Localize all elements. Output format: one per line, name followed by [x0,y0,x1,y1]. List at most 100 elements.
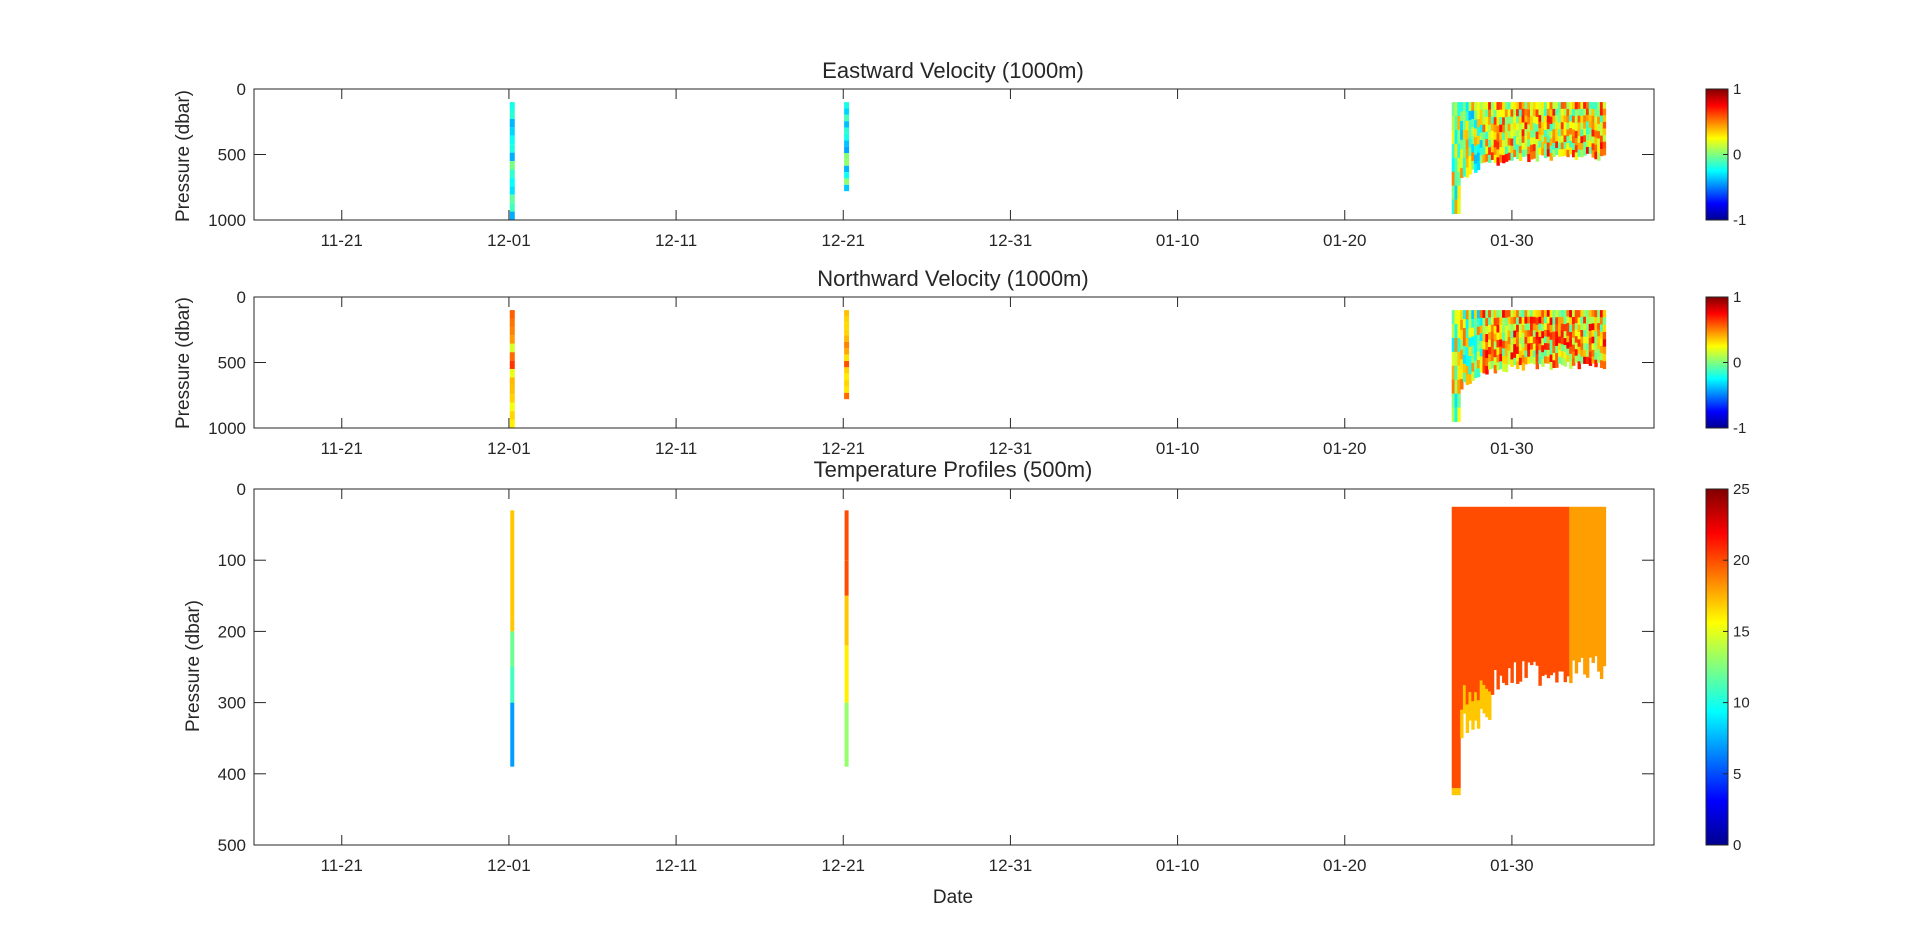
profile-cell [1465,347,1470,358]
profile-cell [1532,316,1537,325]
profile-cell [1535,354,1540,362]
profile-cell [1502,132,1506,141]
profile-cell [1457,185,1461,201]
profile-cell [1583,141,1587,150]
profile-cell [1574,145,1579,153]
profile-cell [1566,342,1570,350]
profile-cell [1597,316,1601,324]
profile-cell [1468,337,1472,348]
profile-cell [1580,115,1584,124]
profile-cell [1560,337,1565,345]
profile-cell [1527,316,1531,324]
profile-cell [1602,346,1607,355]
profile-cell [1563,324,1567,332]
profile-cell [1468,346,1472,357]
profile-cell [1507,330,1512,338]
profile-cell [1538,350,1542,358]
profile-cell [1552,149,1556,157]
profile-cell [1485,124,1489,133]
profile-cell [1555,128,1559,136]
profile-cell [1479,155,1484,164]
profile-cell [1457,506,1461,789]
profile-cell [1524,129,1528,137]
profile-cell [1577,142,1581,151]
profile-cell [1488,139,1492,148]
colorbar-tick-label: 0 [1733,837,1741,854]
profile-cell [1499,139,1503,148]
profile-cell [1544,316,1548,324]
profile-cell [1571,102,1576,110]
profile-cell [1502,340,1506,349]
profile-cell [1555,353,1559,361]
profile-cell [844,354,850,362]
profile-cell [1479,317,1484,327]
profile-cell [1479,364,1484,373]
profile-cell [509,377,515,386]
profile-cell [1546,102,1551,110]
profile-cell [1597,116,1601,125]
profile-cell [509,211,515,220]
profile-cell [1510,116,1514,125]
profile-cell [1535,332,1540,340]
profile-cell [1524,142,1528,150]
profile-cell [1476,326,1481,336]
profile-cell [1471,318,1475,329]
profile-cell [1524,357,1528,365]
profile-cell [1544,102,1548,110]
profile-cell [1485,153,1489,162]
profile-cell [1532,130,1537,138]
profile-cell [1544,323,1548,331]
profile-cell [1468,165,1472,175]
profile-cell [1549,102,1553,110]
y-tick-label: 0 [237,480,246,499]
profile-cell [1468,365,1472,375]
y-tick-label: 1000 [208,211,246,230]
profile-cell [1577,102,1581,110]
profile-cell [1571,122,1576,130]
profile-cell [509,385,515,395]
profile-cell [1549,339,1553,348]
profile-cell [1493,117,1498,126]
y-axis: 0 500 1000 [208,288,1654,438]
profile-cell [1599,331,1604,340]
profile-cell [1471,345,1475,355]
profile-cell [1516,361,1520,370]
profile-cell [1454,102,1458,117]
profile-cell [1527,131,1531,140]
profile-cell [1541,317,1545,325]
profile-cell [1468,374,1472,384]
profile-cell [1518,109,1523,118]
profile-cell [1544,136,1548,145]
profile-cell [1602,339,1607,348]
profile-cell [1549,361,1553,370]
profile-cell [1521,340,1526,349]
profile-cell [1569,140,1573,148]
profile-cell [1569,361,1573,369]
x-tick-label: 12-21 [822,231,865,250]
profile-cell [1468,147,1472,157]
profile-cell [1588,310,1593,318]
profile-cell [1546,330,1551,338]
profile-cell [1518,131,1523,140]
profile-cell [1507,357,1512,365]
profile-cell [1580,506,1584,658]
profile-cell [1510,145,1514,154]
profile-cell [1504,139,1509,148]
profile-cell [1510,331,1514,339]
profile-cell [1465,111,1470,122]
profile-cell [1485,688,1489,718]
profile-cell [1490,310,1495,318]
profile-cell [1462,148,1467,159]
profile-cell [1468,129,1472,139]
profile-cell [1538,147,1542,155]
profile-cell [1510,131,1514,139]
profile-cell [1546,323,1551,331]
profile-cell [1462,685,1467,714]
profile-cell [1591,316,1595,324]
profile-cell [1516,317,1520,326]
profile-cell [1510,338,1514,346]
profile-cell [1504,317,1509,326]
profile-cell [1527,350,1531,358]
profile-cell [1541,359,1545,367]
profile-cell [509,127,515,136]
